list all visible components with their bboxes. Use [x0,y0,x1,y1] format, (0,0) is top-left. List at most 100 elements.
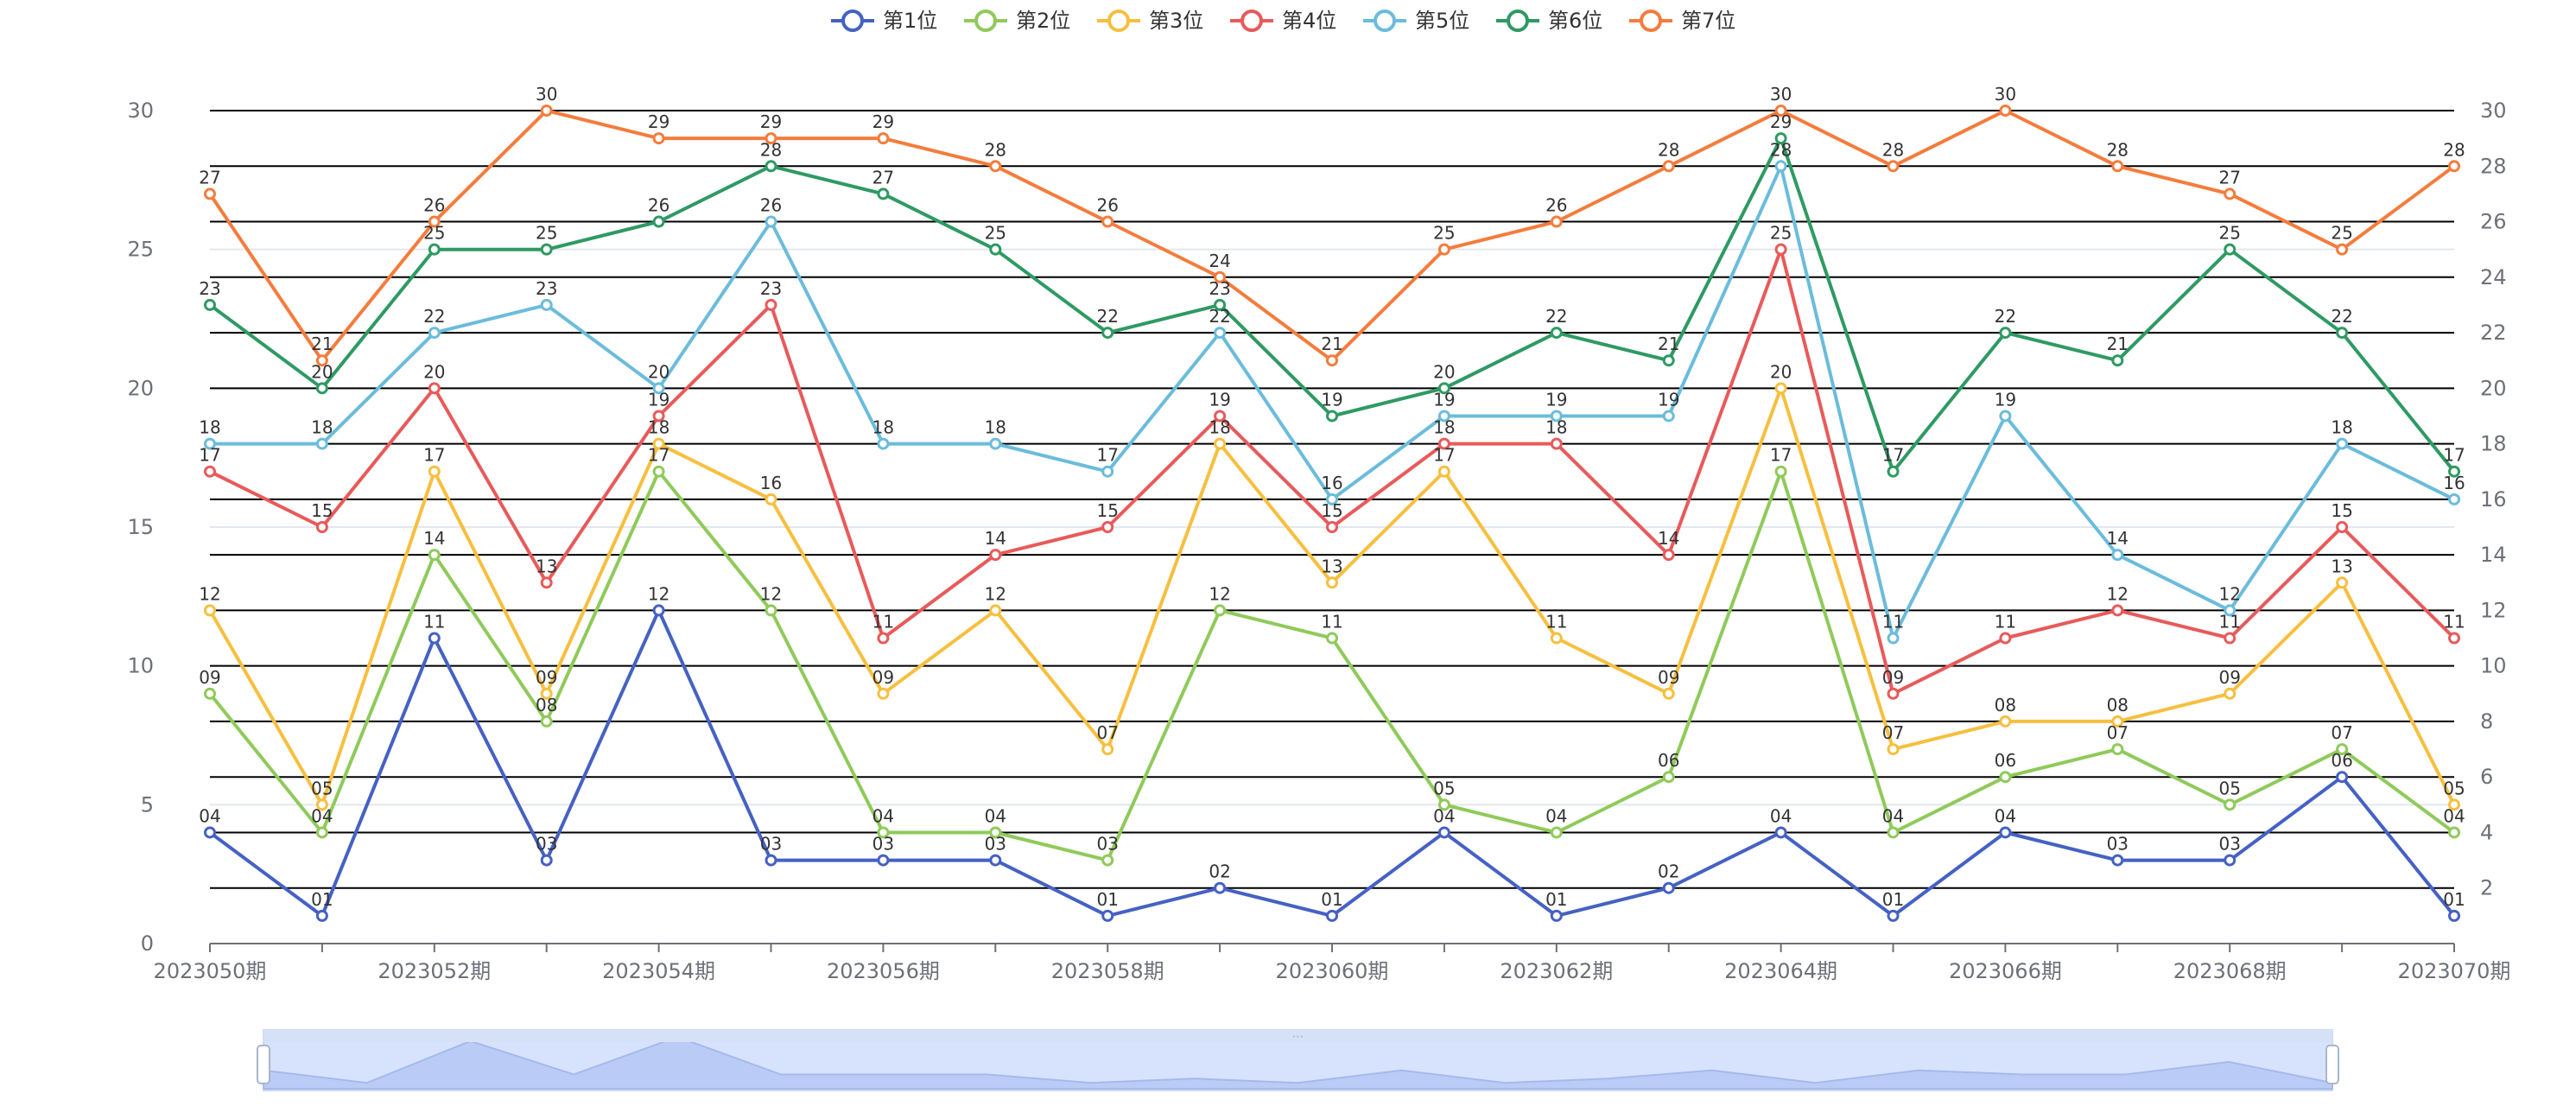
data-point[interactable] [877,632,890,645]
data-point[interactable] [1101,521,1114,533]
data-point[interactable] [1999,826,2012,839]
data-point[interactable] [989,826,1002,839]
series-第3位[interactable] [204,382,2460,811]
data-point[interactable] [2224,188,2237,200]
data-point[interactable] [2111,549,2124,562]
data-point[interactable] [2448,160,2460,173]
legend-item[interactable]: 第2位 [964,9,1070,33]
zoom-move-bar[interactable] [263,1030,2332,1042]
data-point[interactable] [540,576,553,589]
data-point[interactable] [315,909,328,922]
data-point[interactable] [1326,410,1338,423]
series-line[interactable] [208,608,2456,918]
data-point[interactable] [1774,826,1787,839]
legend-item[interactable]: 第3位 [1097,9,1203,33]
data-point[interactable] [1774,465,1787,478]
data-point[interactable] [428,215,441,228]
data-point[interactable] [428,465,441,478]
data-point[interactable] [2111,354,2124,367]
data-point[interactable] [877,188,890,200]
data-point[interactable] [2224,687,2237,700]
data-point[interactable] [765,854,777,867]
data-point[interactable] [989,243,1002,256]
data-point[interactable] [1999,632,2012,645]
data-point[interactable] [2224,798,2237,811]
data-point[interactable] [2336,771,2349,784]
data-point[interactable] [428,382,441,395]
legend-item[interactable]: 第5位 [1363,9,1469,33]
data-point[interactable] [1101,909,1114,922]
data-point[interactable] [1774,160,1787,173]
data-point[interactable] [428,243,441,256]
data-point[interactable] [2448,632,2460,645]
data-point[interactable] [315,437,328,450]
series-第2位[interactable] [204,465,2460,867]
data-point[interactable] [2111,604,2124,617]
data-point[interactable] [1326,576,1338,589]
zoom-grip-icon[interactable]: ⋯ [1292,1030,1304,1044]
data-point[interactable] [1550,215,1563,228]
data-point[interactable] [1887,909,1900,922]
data-point[interactable] [2111,854,2124,867]
data-point[interactable] [1326,909,1338,922]
legend[interactable]: 第1位 第2位 第3位 第4位 第5位 第6位 第7位 [831,9,1735,33]
data-point[interactable] [765,215,777,228]
data-point[interactable] [1214,327,1227,340]
data-point[interactable] [540,687,553,700]
data-point[interactable] [652,382,665,395]
data-point[interactable] [989,549,1002,562]
data-point[interactable] [540,298,553,311]
data-point[interactable] [428,327,441,340]
data-point[interactable] [315,798,328,811]
data-point[interactable] [989,604,1002,617]
data-point[interactable] [428,632,441,645]
data-point[interactable] [315,354,328,367]
data-point[interactable] [1214,881,1227,894]
data-point[interactable] [2336,327,2349,340]
series-第5位[interactable] [204,160,2460,645]
data-point[interactable] [1662,160,1675,173]
data-point[interactable] [1437,826,1450,839]
data-point[interactable] [1774,132,1787,145]
data-point[interactable] [315,382,328,395]
data-point[interactable] [1774,243,1787,256]
data-point[interactable] [1550,909,1563,922]
data-point[interactable] [204,465,216,478]
data-point[interactable] [2336,521,2349,533]
data-point[interactable] [204,826,216,839]
data-point[interactable] [1662,354,1675,367]
data-point[interactable] [1999,410,2012,423]
data-point[interactable] [2224,604,2237,617]
data-point[interactable] [428,549,441,562]
data-point[interactable] [540,854,553,867]
data-point[interactable] [2336,743,2349,756]
data-point[interactable] [2448,909,2460,922]
data-point[interactable] [1326,493,1338,505]
data-point[interactable] [2448,798,2460,811]
data-point[interactable] [315,521,328,533]
data-point[interactable] [877,687,890,700]
data-point[interactable] [2448,465,2460,478]
data-point[interactable] [652,215,665,228]
legend-item[interactable]: 第6位 [1496,9,1602,33]
data-point[interactable] [1437,410,1450,423]
data-point[interactable] [652,465,665,478]
data-point[interactable] [652,437,665,450]
data-point[interactable] [2224,243,2237,256]
series-第6位[interactable] [204,132,2460,478]
data-point[interactable] [1326,354,1338,367]
data-point[interactable] [765,493,777,505]
data-point[interactable] [1887,687,1900,700]
data-point[interactable] [2448,826,2460,839]
data-point[interactable] [1999,771,2012,784]
data-point[interactable] [540,715,553,728]
data-point[interactable] [204,188,216,200]
data-point[interactable] [204,687,216,700]
data-point[interactable] [204,437,216,450]
data-point[interactable] [2336,243,2349,256]
data-point[interactable] [2111,715,2124,728]
data-point[interactable] [1662,549,1675,562]
data-point[interactable] [1887,743,1900,756]
data-point[interactable] [2336,576,2349,589]
data-point[interactable] [540,243,553,256]
